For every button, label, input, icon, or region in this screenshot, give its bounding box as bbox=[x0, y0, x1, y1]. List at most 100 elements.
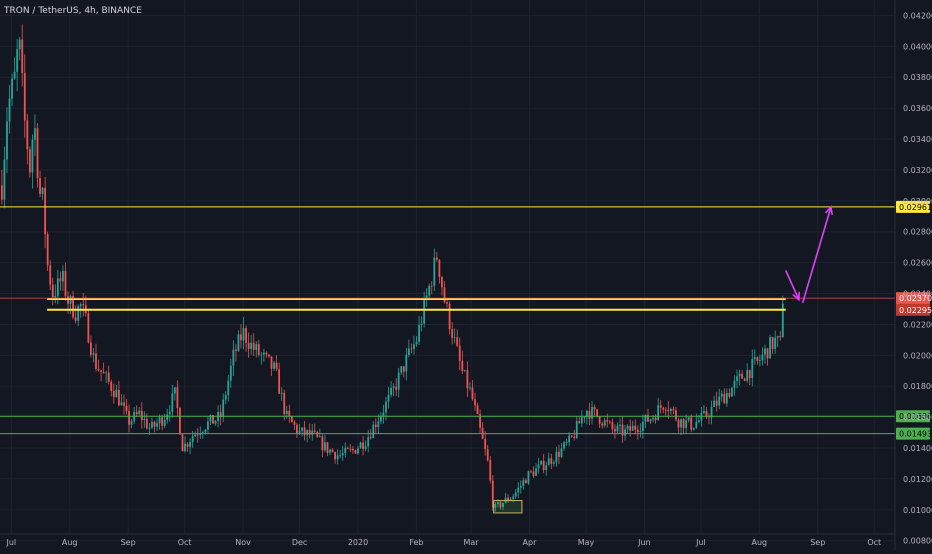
candle-body bbox=[397, 372, 400, 390]
candle-body bbox=[26, 120, 29, 150]
candle-body bbox=[624, 429, 626, 436]
candle-body bbox=[201, 432, 204, 434]
candle-body bbox=[245, 328, 247, 343]
candle-body bbox=[675, 410, 677, 420]
candle-body bbox=[764, 348, 766, 355]
candle-body bbox=[690, 417, 693, 430]
candle-body bbox=[140, 410, 143, 421]
candle-body bbox=[209, 415, 212, 422]
candle-body bbox=[318, 436, 321, 438]
candle-body bbox=[224, 394, 227, 400]
candle-body bbox=[497, 502, 499, 504]
candle-body bbox=[631, 425, 634, 431]
x-tick-label: Jun bbox=[637, 538, 651, 547]
candle-body bbox=[176, 387, 179, 408]
candle-body bbox=[13, 71, 16, 79]
candle-body bbox=[598, 416, 601, 424]
candle-body bbox=[507, 497, 509, 501]
candle-body bbox=[756, 357, 759, 361]
candle-body bbox=[530, 471, 532, 473]
candle-body bbox=[499, 502, 502, 508]
candle-body bbox=[405, 354, 408, 372]
candle-body bbox=[44, 187, 47, 235]
candle-body bbox=[308, 430, 311, 435]
candle-body bbox=[293, 422, 296, 425]
candle-body bbox=[570, 435, 573, 437]
candle-body bbox=[743, 378, 746, 381]
candle-body bbox=[367, 437, 370, 447]
price-sub-label: 0.02295 bbox=[899, 306, 932, 315]
candle-body bbox=[423, 298, 426, 324]
candle-body bbox=[611, 421, 614, 429]
candle-body bbox=[463, 370, 466, 372]
candle-body bbox=[512, 496, 515, 499]
candle-body bbox=[268, 354, 270, 357]
candle-body bbox=[451, 329, 454, 338]
candle-body bbox=[392, 386, 395, 388]
candle-body bbox=[537, 464, 540, 469]
candle-body bbox=[766, 348, 769, 359]
candle-body bbox=[158, 417, 161, 424]
candle-body bbox=[532, 471, 535, 476]
candle-body bbox=[207, 421, 209, 430]
candle-body bbox=[491, 480, 494, 508]
x-tick-label: Dec bbox=[292, 538, 307, 547]
candle-body bbox=[54, 296, 57, 298]
candle-body bbox=[196, 434, 199, 436]
candle-body bbox=[125, 405, 128, 412]
candle-body bbox=[466, 370, 469, 389]
candle-body bbox=[461, 360, 464, 372]
candle-body bbox=[151, 422, 153, 428]
candle-body bbox=[334, 452, 337, 460]
candle-body bbox=[18, 39, 21, 50]
candle-body bbox=[156, 423, 158, 427]
candle-body bbox=[117, 389, 120, 406]
candle-body bbox=[771, 337, 774, 350]
candle-body bbox=[214, 420, 217, 424]
candle-body bbox=[387, 394, 390, 402]
candle-body bbox=[247, 342, 250, 349]
candle-body bbox=[748, 370, 751, 379]
candle-body bbox=[115, 389, 118, 398]
candle-body bbox=[517, 487, 520, 493]
candle-body bbox=[591, 407, 593, 419]
candle-body bbox=[242, 328, 245, 341]
candle-body bbox=[0, 185, 3, 200]
candle-body bbox=[761, 354, 764, 361]
candle-body bbox=[662, 407, 665, 410]
candle-body bbox=[346, 447, 349, 449]
candle-body bbox=[695, 421, 698, 428]
candle-body bbox=[535, 468, 537, 476]
candle-body bbox=[395, 386, 398, 390]
candle-body bbox=[232, 349, 235, 366]
resistance-level-label: 0.02961 bbox=[899, 203, 932, 212]
candle-body bbox=[486, 449, 489, 461]
candle-body bbox=[11, 78, 13, 99]
candle-body bbox=[285, 410, 288, 414]
candle-body bbox=[685, 420, 688, 429]
candle-body bbox=[542, 460, 545, 471]
candle-body bbox=[51, 284, 54, 298]
candle-body bbox=[527, 471, 530, 484]
candle-body bbox=[298, 430, 301, 434]
resistance-level-badge bbox=[896, 200, 930, 213]
candle-body bbox=[8, 98, 11, 122]
candle-body bbox=[46, 234, 49, 266]
candle-body bbox=[265, 352, 268, 355]
candle-body bbox=[377, 421, 380, 428]
candle-body bbox=[629, 425, 632, 431]
candle-body bbox=[166, 414, 169, 421]
candle-body bbox=[95, 353, 97, 369]
candle-body bbox=[280, 392, 283, 394]
candle-body bbox=[680, 418, 682, 428]
candle-body bbox=[667, 409, 670, 412]
candle-body bbox=[262, 352, 265, 355]
candle-body bbox=[326, 442, 329, 453]
candle-body bbox=[626, 425, 629, 430]
candle-body bbox=[634, 425, 637, 430]
